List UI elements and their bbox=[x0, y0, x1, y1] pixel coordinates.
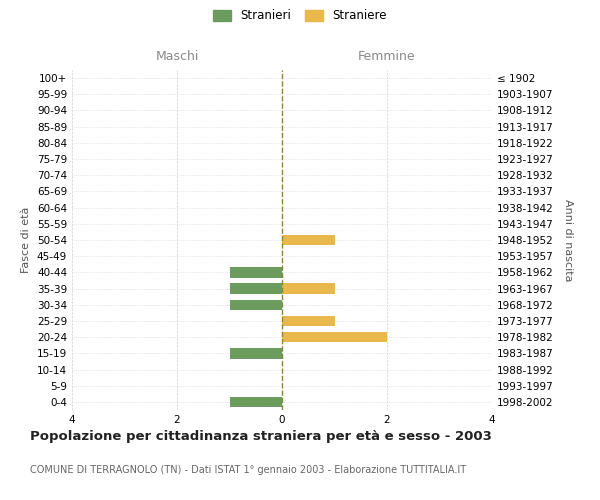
Bar bbox=[229, 267, 282, 278]
Text: Popolazione per cittadinanza straniera per età e sesso - 2003: Popolazione per cittadinanza straniera p… bbox=[30, 430, 492, 443]
Bar bbox=[282, 332, 387, 342]
Bar bbox=[282, 234, 335, 246]
Y-axis label: Anni di nascita: Anni di nascita bbox=[563, 198, 573, 281]
Bar bbox=[282, 316, 335, 326]
Bar bbox=[229, 348, 282, 358]
Y-axis label: Fasce di età: Fasce di età bbox=[22, 207, 31, 273]
Text: Maschi: Maschi bbox=[155, 50, 199, 63]
Bar bbox=[282, 284, 335, 294]
Text: Femmine: Femmine bbox=[358, 50, 416, 63]
Text: COMUNE DI TERRAGNOLO (TN) - Dati ISTAT 1° gennaio 2003 - Elaborazione TUTTITALIA: COMUNE DI TERRAGNOLO (TN) - Dati ISTAT 1… bbox=[30, 465, 466, 475]
Legend: Stranieri, Straniere: Stranieri, Straniere bbox=[209, 6, 391, 26]
Bar bbox=[229, 284, 282, 294]
Bar bbox=[229, 300, 282, 310]
Bar bbox=[229, 396, 282, 407]
